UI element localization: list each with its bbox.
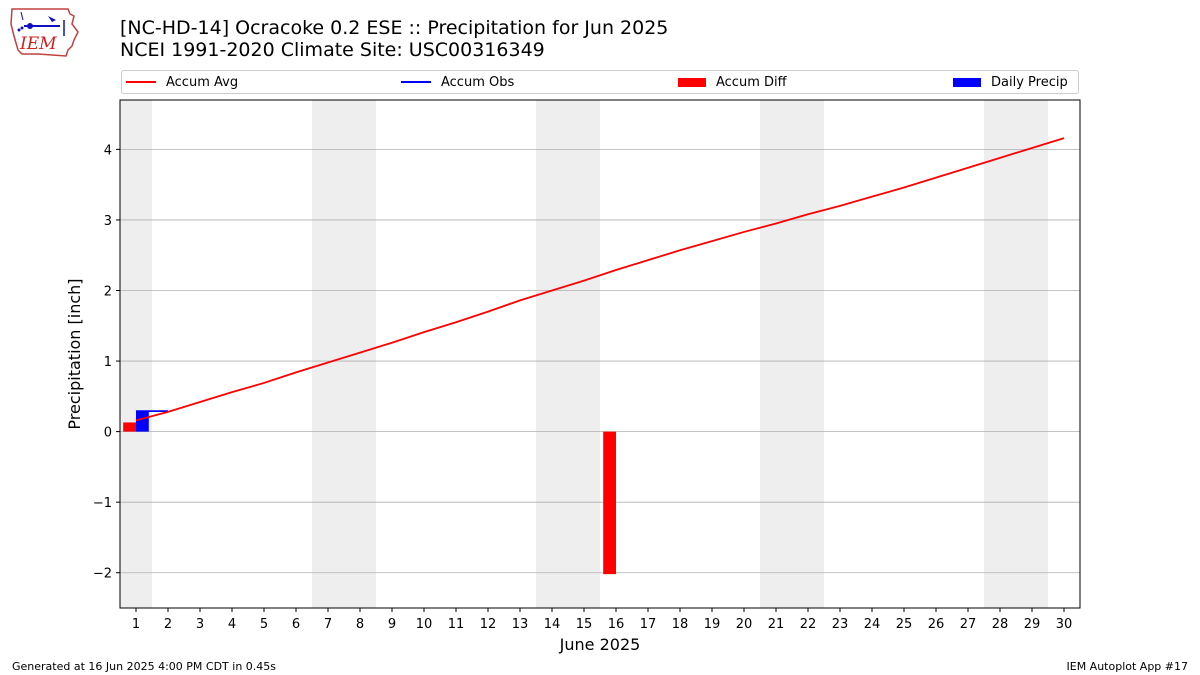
weekend-band (984, 100, 1048, 608)
x-tick-label: 2 (164, 617, 172, 632)
x-tick-label: 21 (768, 617, 785, 632)
y-axis-ticks: −2 −1 0 1 2 3 4 (93, 143, 120, 582)
legend-item-accum-diff: Accum Diff (678, 71, 787, 93)
y-tick-label: 4 (104, 143, 112, 158)
x-tick-label: 28 (992, 617, 1009, 632)
legend-item-accum-obs: Accum Obs (401, 71, 514, 93)
iem-logo: IEM (8, 6, 80, 60)
logo-text: IEM (20, 34, 57, 54)
footer-app: IEM Autoplot App #17 (1066, 660, 1189, 673)
series-lines (135, 137, 1065, 422)
x-tick-label: 18 (672, 617, 689, 632)
x-tick-label: 13 (512, 617, 529, 632)
y-tick-label: 3 (104, 214, 112, 229)
title-line-2: NCEI 1991-2020 Climate Site: USC00316349 (120, 39, 545, 61)
weekend-band (760, 100, 824, 608)
y-axis-label: Precipitation [inch] (65, 278, 84, 429)
y-tick-label: −2 (93, 567, 112, 582)
x-tick-label: 3 (196, 617, 204, 632)
x-tick-label: 24 (864, 617, 881, 632)
y-tick-label: 2 (104, 285, 112, 300)
y-tick-label: 0 (104, 426, 112, 441)
daily-precip-bar (136, 411, 149, 432)
legend-label-obs: Accum Obs (441, 74, 515, 90)
weekend-band (536, 100, 600, 608)
x-tick-label: 27 (960, 617, 977, 632)
x-tick-label: 4 (228, 617, 236, 632)
y-tick-label: 1 (104, 355, 112, 370)
x-tick-label: 14 (544, 617, 561, 632)
x-tick-label: 15 (576, 617, 593, 632)
x-tick-label: 26 (928, 617, 945, 632)
x-tick-label: 8 (356, 617, 364, 632)
chart-legend: Accum Avg Accum Obs Accum Diff Daily Pre… (121, 70, 1079, 94)
legend-label-avg: Accum Avg (166, 74, 239, 90)
x-tick-label: 22 (800, 617, 817, 632)
x-tick-label: 23 (832, 617, 849, 632)
x-tick-label: 12 (480, 617, 497, 632)
y-gridlines (120, 148, 1080, 574)
accum-avg-line (135, 137, 1065, 422)
x-tick-label: 5 (260, 617, 268, 632)
legend-item-accum-avg: Accum Avg (126, 71, 238, 93)
chart-title: [NC-HD-14] Ocracoke 0.2 ESE :: Precipita… (120, 17, 668, 61)
weekend-band (120, 100, 152, 608)
y-tick-label: −1 (93, 496, 112, 511)
weekend-band (312, 100, 376, 608)
x-tick-label: 10 (416, 617, 433, 632)
legend-label-daily: Daily Precip (991, 74, 1068, 90)
legend-item-daily-precip: Daily Precip (953, 71, 1068, 93)
plot-frame (119, 99, 1081, 609)
accum-diff-bar (603, 431, 616, 575)
x-tick-label: 17 (640, 617, 657, 632)
accum-diff-bar (123, 422, 136, 432)
x-tick-label: 30 (1056, 617, 1073, 632)
bars (123, 411, 616, 575)
x-tick-label: 7 (324, 617, 332, 632)
legend-swatch-daily (953, 77, 981, 87)
x-tick-label: 16 (608, 617, 625, 632)
legend-swatch-diff (678, 77, 706, 87)
legend-label-diff: Accum Diff (716, 74, 787, 90)
x-tick-label: 11 (448, 617, 465, 632)
x-tick-label: 20 (736, 617, 753, 632)
x-tick-label: 1 (132, 617, 140, 632)
x-axis-ticks: 1 2 3 4 5 6 7 8 9 10 11 12 13 14 15 16 17 18 19 20 21 22 23 24 2… (132, 608, 1072, 632)
x-tick-label: 9 (388, 617, 396, 632)
x-tick-label: 25 (896, 617, 913, 632)
x-tick-label: 6 (292, 617, 300, 632)
weekend-shading (120, 100, 1048, 608)
legend-swatch-obs (401, 81, 431, 83)
x-tick-label: 19 (704, 617, 721, 632)
legend-swatch-avg (126, 81, 156, 83)
footer-generated: Generated at 16 Jun 2025 4:00 PM CDT in … (12, 660, 277, 673)
x-tick-label: 29 (1024, 617, 1041, 632)
title-line-1: [NC-HD-14] Ocracoke 0.2 ESE :: Precipita… (120, 17, 669, 39)
x-axis-label: June 2025 (559, 635, 641, 654)
